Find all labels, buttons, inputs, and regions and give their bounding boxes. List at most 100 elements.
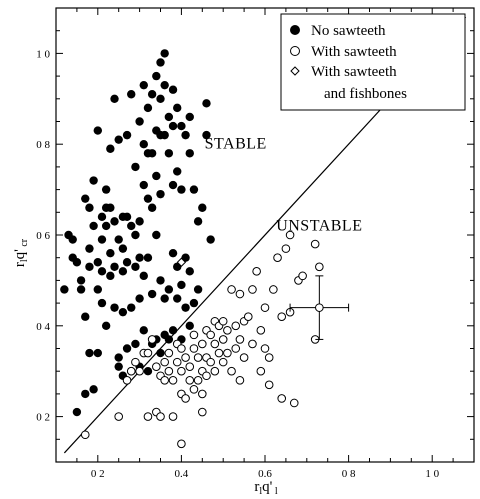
point-no-sawteeth [114,135,123,144]
stable-region-label: STABLE [205,136,267,153]
point-no-sawteeth [93,126,103,135]
y-axis-label: rlq' cr [12,238,30,267]
legend-box [280,13,466,111]
point-no-sawteeth [206,235,215,244]
point-with-sawteeth [260,344,270,353]
x-tick-label: 1 0 [425,468,439,480]
y-tick-label: 1 0 [36,48,50,60]
point-no-sawteeth [85,348,94,358]
point-no-sawteeth [181,303,190,312]
point-no-sawteeth [164,285,174,294]
point-no-sawteeth [85,203,94,212]
point-no-sawteeth [101,221,111,231]
point-no-sawteeth [177,121,186,131]
point-with-sawteeth [160,357,169,367]
x-axis-label: rlq' l [254,479,277,497]
point-no-sawteeth [110,262,119,271]
point-with-sawteeth [143,348,153,358]
point-with-sawteeth [256,366,266,376]
point-no-sawteeth [76,285,86,294]
point-with-sawteeth [289,398,299,408]
point-no-sawteeth [147,289,157,299]
point-no-sawteeth [156,189,165,199]
point-no-sawteeth [185,112,194,122]
point-with-sawteeth [223,326,232,335]
point-with-sawteeth [285,230,295,240]
point-no-sawteeth [106,271,115,281]
point-no-sawteeth [139,180,148,190]
point-no-sawteeth [118,307,128,317]
x-tick-label: 0 2 [91,468,105,480]
point-with-sawteeth [189,330,199,340]
point-with-sawteeth [239,353,249,362]
point-no-sawteeth [160,130,169,140]
point-with-sawteeth [218,316,228,326]
point-with-sawteeth [243,312,253,322]
point-no-sawteeth [85,244,94,253]
point-no-sawteeth [127,303,136,312]
point-with-sawteeth [315,262,324,272]
point-no-sawteeth [110,94,119,104]
point-with-sawteeth [252,267,261,276]
point-no-sawteeth [147,149,157,158]
error-bar-point [315,303,324,312]
unstable-region-label: UNSTABLE [276,217,362,234]
point-with-sawteeth [248,285,257,294]
axis-tick-labels: 0 2 0.4 0.6 0 8 1 0 0 2 0 4 0 6 0 8 1 0 [36,48,439,480]
point-with-sawteeth [147,335,157,344]
point-no-sawteeth [173,294,182,303]
point-no-sawteeth [185,149,194,158]
point-no-sawteeth [185,267,194,276]
point-no-sawteeth [156,276,165,285]
point-no-sawteeth [168,326,178,335]
point-with-sawteeth [126,366,136,376]
point-no-sawteeth [89,221,98,231]
point-with-sawteeth [218,335,228,344]
point-with-sawteeth [189,344,199,353]
point-with-sawteeth [206,330,215,340]
point-no-sawteeth [97,267,107,276]
error-bar [289,275,350,340]
point-no-sawteeth [168,121,178,131]
x-tick-label: 0 8 [342,468,356,480]
point-no-sawteeth [156,94,165,104]
point-with-sawteeth [177,344,186,353]
point-no-sawteeth [168,85,178,94]
point-with-sawteeth [202,371,211,381]
point-no-sawteeth [143,253,153,262]
point-no-sawteeth [164,112,174,122]
point-with-sawteeth [264,353,274,362]
point-no-sawteeth [106,144,115,153]
point-no-sawteeth [164,335,174,344]
point-no-sawteeth [127,221,136,231]
point-with-sawteeth [193,375,203,385]
legend-marker-filled-circle [290,25,300,35]
legend-marker-open-circle [290,46,300,56]
point-with-sawteeth [131,357,140,367]
point-no-sawteeth [114,362,123,371]
point-no-sawteeth [131,339,140,349]
point-no-sawteeth [81,194,90,203]
point-no-sawteeth [131,262,140,271]
point-no-sawteeth [139,80,148,90]
point-no-sawteeth [97,235,107,244]
point-no-sawteeth [81,312,90,321]
point-no-sawteeth [72,258,82,267]
point-no-sawteeth [143,103,153,113]
point-with-sawteeth [143,412,153,421]
point-no-sawteeth [143,367,153,376]
point-no-sawteeth [131,162,140,172]
point-no-sawteeth [131,230,140,240]
x-tick-label: 0.4 [175,468,189,480]
point-no-sawteeth [97,212,107,222]
point-no-sawteeth [81,389,90,399]
point-with-sawteeth [260,303,270,312]
y-tick-label: 0 6 [36,230,50,242]
point-with-sawteeth [269,285,278,294]
point-no-sawteeth [173,167,182,176]
point-no-sawteeth [60,285,69,294]
point-with-sawteeth [277,394,287,403]
legend-marker-open-diamond [290,66,300,76]
point-no-sawteeth [156,348,165,358]
y-tick-label: 0 2 [36,412,50,424]
